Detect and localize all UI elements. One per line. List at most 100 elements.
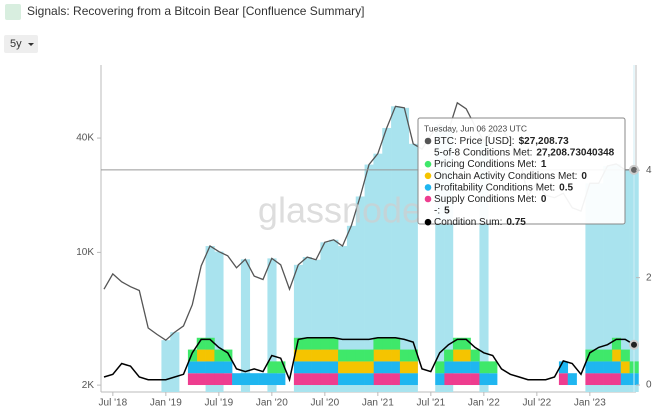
tooltip-value: 0 xyxy=(541,194,547,205)
condition-band xyxy=(187,373,198,386)
chart-title: Signals: Recovering from a Bitcoin Bear … xyxy=(27,4,364,18)
x-tick-label: Jul '22 xyxy=(523,398,552,409)
condition-band xyxy=(382,349,392,362)
condition-band xyxy=(346,361,357,374)
condition-band xyxy=(214,361,224,374)
condition-band xyxy=(302,373,312,386)
condition-band xyxy=(214,349,224,362)
condition-band xyxy=(585,373,595,386)
condition-column xyxy=(585,183,595,392)
condition-band xyxy=(302,349,312,362)
condition-band xyxy=(311,373,321,386)
condition-band xyxy=(452,373,463,386)
condition-band xyxy=(311,361,321,374)
condition-band xyxy=(558,373,569,386)
condition-band xyxy=(187,361,198,374)
condition-band xyxy=(187,349,198,362)
x-tick-label: Jul '18 xyxy=(99,398,128,409)
condition-band xyxy=(320,349,330,362)
condition-band xyxy=(232,373,242,386)
condition-band xyxy=(364,361,374,374)
condition-band xyxy=(488,373,498,386)
condition-band xyxy=(373,337,383,350)
condition-band xyxy=(620,373,630,386)
app-icon xyxy=(5,4,21,20)
y2-tick-label: 4 xyxy=(646,165,652,176)
condition-column xyxy=(267,258,277,392)
y2-tick-label: 0 xyxy=(646,380,652,391)
condition-band xyxy=(461,337,471,350)
hover-dot xyxy=(629,339,639,350)
tooltip-row: 5-of-8 Conditions Met: 27,208.73040348 xyxy=(434,147,615,158)
condition-band xyxy=(320,373,330,386)
tooltip-row: Pricing Conditions Met: 1 xyxy=(434,159,547,170)
condition-band xyxy=(399,373,410,386)
condition-band xyxy=(196,337,206,350)
x-tick-label: Jan '21 xyxy=(362,398,394,409)
condition-band xyxy=(223,349,233,362)
condition-band xyxy=(205,361,215,374)
condition-band xyxy=(461,361,471,374)
condition-band xyxy=(364,349,374,362)
condition-band xyxy=(205,337,215,350)
condition-band xyxy=(196,349,206,362)
condition-band xyxy=(435,361,445,374)
condition-band xyxy=(452,337,463,350)
y-tick-label: 10K xyxy=(76,247,94,258)
condition-band xyxy=(611,337,622,350)
tooltip-date: Tuesday, Jun 06 2023 UTC xyxy=(424,123,527,133)
y-tick-label: 2K xyxy=(82,380,95,391)
tooltip-swatch xyxy=(424,160,432,168)
condition-band xyxy=(355,349,365,362)
condition-band xyxy=(329,349,339,362)
condition-band xyxy=(329,361,339,374)
condition-band xyxy=(558,361,569,374)
condition-band xyxy=(470,349,480,362)
x-tick-label: Jul '21 xyxy=(417,398,446,409)
condition-band xyxy=(611,361,622,374)
x-tick-label: Jan '23 xyxy=(574,398,606,409)
tooltip-row: Profitability Conditions Met: 0.5 xyxy=(434,182,574,193)
condition-column xyxy=(302,257,312,392)
condition-band xyxy=(346,373,357,386)
condition-band xyxy=(267,373,277,386)
condition-band xyxy=(267,361,277,374)
condition-band xyxy=(223,361,233,374)
condition-band xyxy=(603,373,613,386)
condition-band xyxy=(373,361,383,374)
condition-band xyxy=(338,349,348,362)
tooltip-row: -: 5 xyxy=(434,205,450,216)
condition-band xyxy=(399,361,410,374)
condition-column xyxy=(435,124,445,393)
range-dropdown[interactable] xyxy=(4,35,38,53)
condition-band xyxy=(196,361,206,374)
condition-band xyxy=(214,373,224,386)
tooltip-label: Onchain Activity Conditions Met: xyxy=(434,170,577,181)
condition-band xyxy=(258,373,268,386)
watermark: glassnode xyxy=(258,190,422,231)
condition-band xyxy=(276,361,286,374)
condition-band xyxy=(293,349,304,362)
tooltip-label: BTC: Price [USD]: xyxy=(434,136,515,147)
condition-band xyxy=(338,373,348,386)
condition-band xyxy=(293,337,304,350)
y-tick-label: 40K xyxy=(76,133,94,144)
condition-band xyxy=(355,373,365,386)
dropdown-caret[interactable] xyxy=(28,43,34,46)
condition-column xyxy=(355,196,365,392)
condition-column xyxy=(444,130,454,392)
tooltip-swatch xyxy=(424,195,432,203)
tooltip-swatch xyxy=(424,218,432,226)
condition-band xyxy=(479,373,489,386)
condition-band xyxy=(594,349,604,362)
condition-column xyxy=(603,166,613,392)
condition-band xyxy=(567,373,577,386)
condition-band xyxy=(320,337,330,350)
condition-column xyxy=(320,242,330,392)
tooltip-value: 0 xyxy=(581,170,587,181)
condition-band xyxy=(461,349,471,362)
condition-column xyxy=(364,164,374,392)
condition-band xyxy=(585,361,595,374)
condition-band xyxy=(329,337,339,350)
range-label[interactable]: 5y xyxy=(10,38,22,50)
